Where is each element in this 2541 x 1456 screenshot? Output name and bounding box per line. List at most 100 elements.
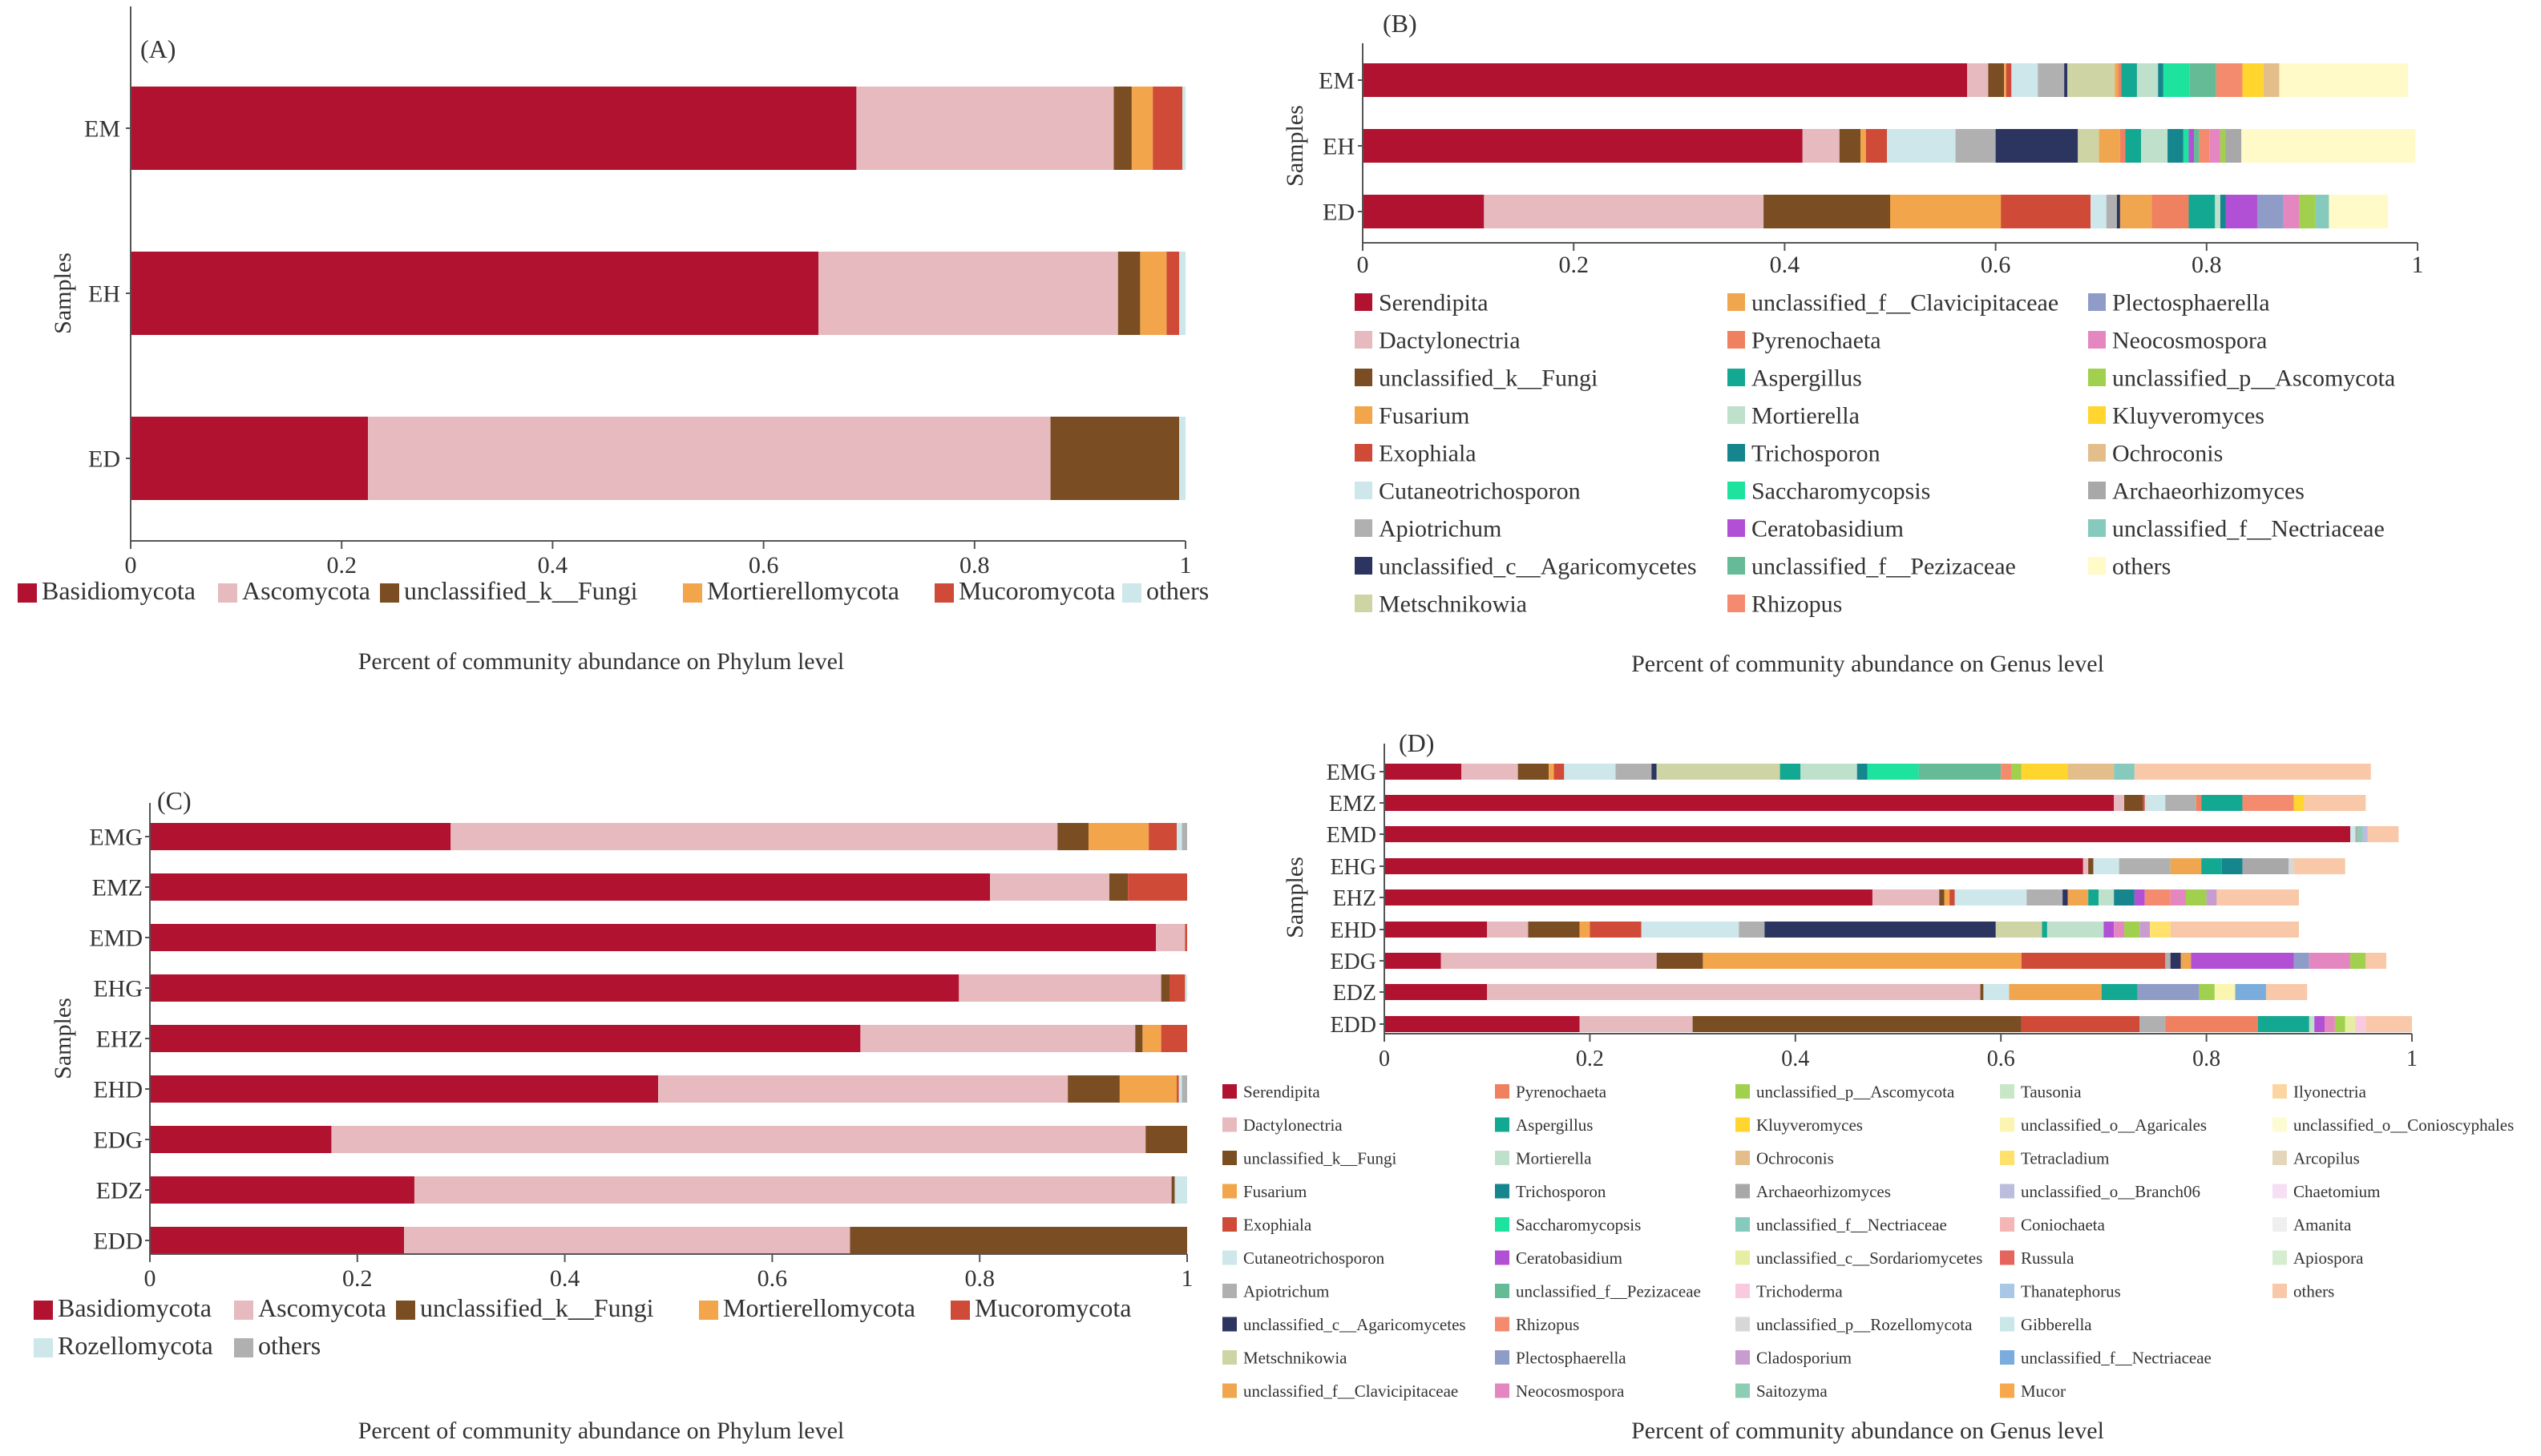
legend-label: Ascomycota xyxy=(258,1293,386,1322)
bar-segment xyxy=(1918,764,2002,780)
bar-segment xyxy=(2367,826,2399,842)
bar-segment xyxy=(150,1075,659,1103)
bar-segment xyxy=(2256,195,2284,228)
legend-swatch xyxy=(2272,1250,2287,1265)
legend-label: unclassified_p__Ascomycota xyxy=(1756,1082,1955,1101)
bar-segment xyxy=(1182,87,1186,170)
bar-segment xyxy=(2106,195,2117,228)
legend-swatch xyxy=(218,583,237,603)
legend-label: Mucor xyxy=(2021,1381,2066,1401)
category-label: EMG xyxy=(1327,760,1376,785)
category-label: ED xyxy=(1323,200,1355,226)
bar-segment xyxy=(2099,129,2120,163)
legend-label: Rhizopus xyxy=(1751,591,1842,618)
bar-segment xyxy=(2114,764,2135,780)
legend-label: unclassified_o__Branch06 xyxy=(2021,1182,2200,1201)
bar-segment xyxy=(1995,922,2042,938)
legend-swatch xyxy=(1355,557,1372,575)
x-tick-label: 0.2 xyxy=(1576,1047,1604,1071)
legend-swatch xyxy=(2088,293,2106,311)
y-axis-label: Samples xyxy=(50,252,76,334)
legend-swatch xyxy=(1735,1084,1750,1099)
bar-segment xyxy=(150,924,1157,951)
legend-swatch xyxy=(2000,1184,2014,1199)
category-label: EH xyxy=(1323,134,1355,160)
legend-label: Serendipita xyxy=(1379,290,1489,317)
legend-label: Apiotrichum xyxy=(1243,1281,1329,1301)
legend-label: Archaeorhizomyces xyxy=(2112,478,2305,505)
legend-label: Saccharomycopsis xyxy=(1516,1215,1641,1234)
legend-swatch xyxy=(1735,1184,1750,1199)
legend-label: Trichoderma xyxy=(1756,1281,1843,1301)
x-tick-label: 0 xyxy=(125,552,137,579)
bar-segment xyxy=(1780,764,1801,780)
x-tick-label: 0.8 xyxy=(2192,252,2222,278)
bar-segment xyxy=(1865,129,1888,163)
bar-segment xyxy=(2194,129,2200,163)
x-tick-label: 0 xyxy=(1379,1047,1390,1071)
legend-label: Cutaneotrichosporon xyxy=(1243,1248,1385,1268)
bar-segment xyxy=(1641,922,1739,938)
legend-swatch xyxy=(34,1301,53,1320)
legend-label: unclassified_k__Fungi xyxy=(404,576,638,605)
category-label: EDD xyxy=(93,1228,143,1255)
legend-label: Ochroconis xyxy=(1756,1148,1834,1168)
legend-swatch xyxy=(1355,444,1372,462)
bar-segment xyxy=(2188,129,2195,163)
legend-label: unclassified_k__Fungi xyxy=(1379,365,1598,392)
bar-segment xyxy=(959,974,1161,1002)
bar-segment xyxy=(856,87,1114,170)
bar-segment xyxy=(2011,63,2038,97)
bar-segment xyxy=(1856,764,1868,780)
bar-segment xyxy=(2021,953,2166,969)
bar-segment xyxy=(2279,63,2409,97)
legend-label: Mucoromycota xyxy=(959,576,1116,605)
bar-segment xyxy=(1089,823,1149,850)
legend-swatch xyxy=(1355,331,1372,349)
bar-segment xyxy=(2293,795,2305,811)
category-label: EHZ xyxy=(96,1026,143,1053)
legend-label: Mortierellomycota xyxy=(723,1293,915,1322)
bar-segment xyxy=(2121,63,2137,97)
bar-segment xyxy=(1656,953,1703,969)
bar-segment xyxy=(2001,195,2091,228)
bar-segment xyxy=(1955,129,1996,163)
legend: Basidiomycota Ascomycota unclassified_k__F… xyxy=(34,1293,1132,1360)
legend-swatch xyxy=(1727,557,1745,575)
legend-swatch xyxy=(2272,1217,2287,1232)
legend-label: unclassified_p__Ascomycota xyxy=(2112,365,2395,392)
bar-segment xyxy=(2216,63,2243,97)
bar-segment xyxy=(2078,129,2099,163)
bar-segment xyxy=(2139,922,2151,938)
bar-segment xyxy=(2114,889,2135,905)
legend-label: Metschnikowia xyxy=(1379,591,1527,618)
legend-label: Ochroconis xyxy=(2112,441,2223,467)
bar-segment xyxy=(2118,63,2122,97)
bar-segment xyxy=(2362,826,2368,842)
bar-segment xyxy=(2225,129,2242,163)
legend-label: Trichosporon xyxy=(1751,441,1881,467)
y-axis-label: Samples xyxy=(50,998,76,1079)
bar-segment xyxy=(1174,1176,1187,1204)
legend-swatch xyxy=(1495,1117,1509,1132)
category-label: EDG xyxy=(93,1127,143,1154)
bar-segment xyxy=(150,1227,405,1254)
legend-label: Neocosmospora xyxy=(2112,328,2267,354)
bar-segment xyxy=(2046,922,2104,938)
legend-label: others xyxy=(1146,576,1209,605)
legend-swatch xyxy=(1727,406,1745,424)
legend-swatch xyxy=(2000,1250,2014,1265)
bar-segment xyxy=(2088,889,2099,905)
bar-segment xyxy=(1739,922,1765,938)
bar-segment xyxy=(1363,195,1485,228)
legend: Basidiomycota Ascomycota unclassified_k__F… xyxy=(18,576,1209,605)
bar-segment xyxy=(2265,984,2308,1000)
bar-segment xyxy=(1939,889,1945,905)
bar-segment xyxy=(131,252,819,335)
bar-segment xyxy=(850,1227,1187,1254)
bar-segment xyxy=(1656,764,1780,780)
bar-segment xyxy=(1980,984,1984,1000)
bar-segment xyxy=(2021,1016,2140,1032)
x-tick-label: 1 xyxy=(1182,1265,1194,1292)
legend-swatch xyxy=(1735,1383,1750,1398)
